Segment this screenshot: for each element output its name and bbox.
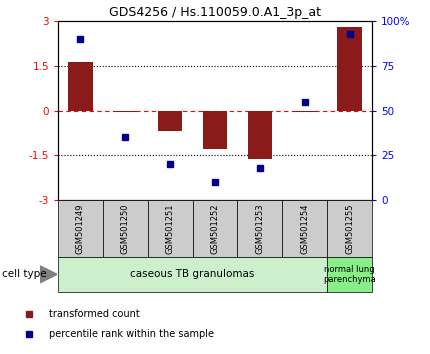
Bar xyxy=(148,200,193,257)
Text: cell type: cell type xyxy=(2,269,47,279)
Text: GSM501254: GSM501254 xyxy=(300,203,309,253)
Bar xyxy=(203,110,227,149)
Bar xyxy=(327,257,372,292)
Bar xyxy=(292,110,317,112)
Text: GSM501255: GSM501255 xyxy=(345,203,354,253)
Bar xyxy=(237,200,282,257)
Text: GSM501251: GSM501251 xyxy=(166,203,175,253)
Bar xyxy=(337,27,362,110)
Bar xyxy=(58,200,103,257)
Text: GSM501253: GSM501253 xyxy=(255,203,264,254)
Text: normal lung
parenchyma: normal lung parenchyma xyxy=(323,265,376,284)
Text: caseous TB granulomas: caseous TB granulomas xyxy=(130,269,255,279)
Title: GDS4256 / Hs.110059.0.A1_3p_at: GDS4256 / Hs.110059.0.A1_3p_at xyxy=(109,6,321,19)
Bar xyxy=(158,110,182,131)
Text: GSM501249: GSM501249 xyxy=(76,203,85,253)
Bar xyxy=(103,200,148,257)
Text: GSM501252: GSM501252 xyxy=(211,203,219,253)
Bar xyxy=(113,110,138,112)
Bar xyxy=(68,62,93,110)
Text: transformed count: transformed count xyxy=(49,309,139,319)
Bar xyxy=(282,200,327,257)
Bar xyxy=(193,200,237,257)
Polygon shape xyxy=(40,266,57,283)
Text: GSM501250: GSM501250 xyxy=(121,203,130,253)
Bar xyxy=(327,200,372,257)
Bar xyxy=(58,257,327,292)
Text: percentile rank within the sample: percentile rank within the sample xyxy=(49,329,214,339)
Bar xyxy=(248,110,272,159)
